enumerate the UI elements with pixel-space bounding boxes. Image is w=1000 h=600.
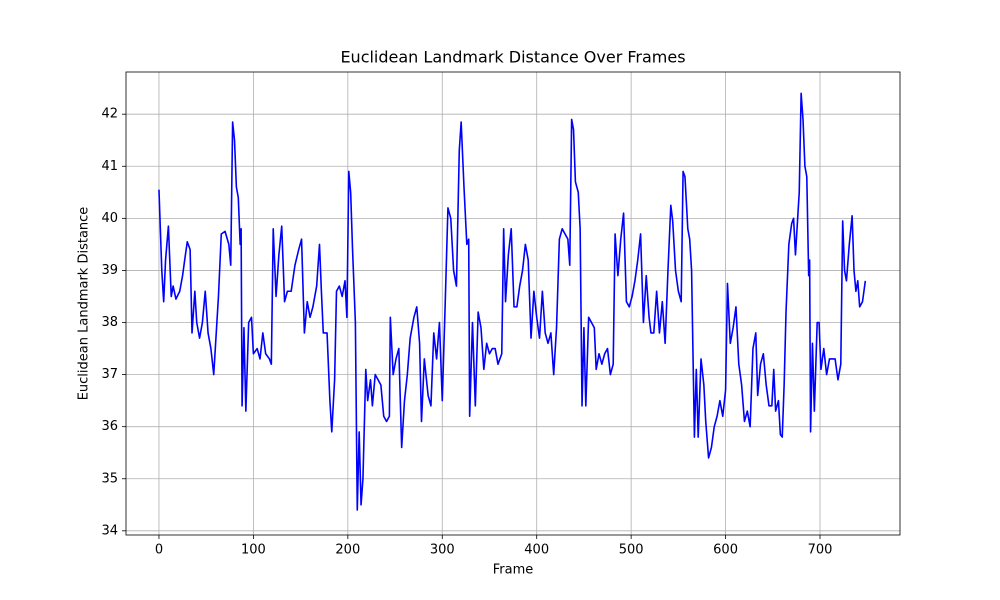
x-tick-label: 600 — [713, 543, 738, 558]
x-tick-label: 500 — [619, 543, 644, 558]
y-tick-label: 35 — [101, 471, 118, 486]
y-tick-label: 42 — [101, 107, 118, 122]
data-line — [158, 92, 867, 511]
x-tick-label: 100 — [241, 543, 266, 558]
y-axis-label: Euclidean Landmark Distance — [77, 207, 92, 401]
y-tick-label: 36 — [101, 419, 118, 434]
x-tick-label: 200 — [335, 543, 360, 558]
x-axis-label: Frame — [493, 563, 534, 578]
y-tick-label: 38 — [101, 315, 118, 330]
y-tick-label: 39 — [101, 263, 118, 278]
x-tick-label: 300 — [430, 543, 455, 558]
y-tick-label: 37 — [101, 367, 118, 382]
y-tick-label: 34 — [101, 523, 118, 538]
plot-frame — [125, 71, 901, 536]
y-tick-label: 40 — [101, 211, 118, 226]
chart-title: Euclidean Landmark Distance Over Frames — [340, 48, 685, 67]
x-tick-label: 700 — [808, 543, 833, 558]
x-tick-label: 400 — [524, 543, 549, 558]
x-tick-label: 0 — [155, 543, 163, 558]
y-tick-label: 41 — [101, 159, 118, 174]
